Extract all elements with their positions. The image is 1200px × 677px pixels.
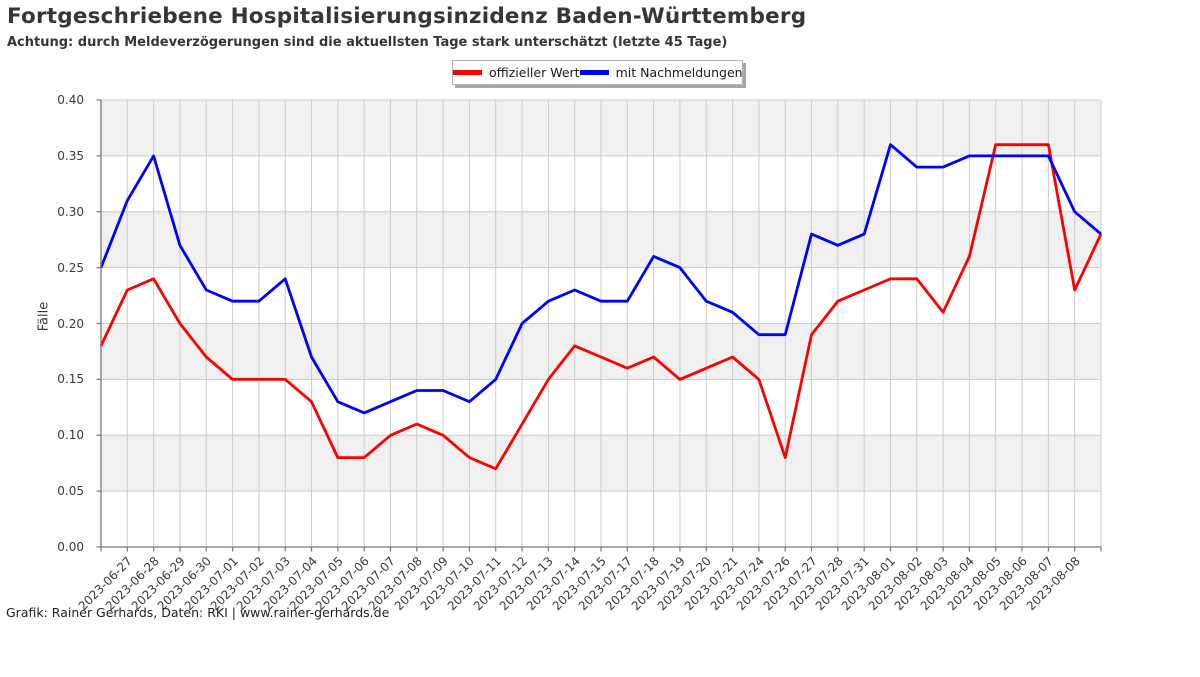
plot-canvas [96,99,1103,552]
legend-item-offizieller-wert: offizieller Wert [453,65,580,80]
series-line-official [99,143,1103,471]
series-line-nachmeldungen [99,143,1102,415]
y-tick-label: 0.15 [57,372,84,387]
y-tick-label: 0.35 [57,148,84,163]
legend-label-mit-nachmeldungen: mit Nachmeldungen [615,65,743,80]
credit-text: Grafik: Rainer Gerhards, Daten: RKI | ww… [6,605,390,620]
legend-item-mit-nachmeldungen: mit Nachmeldungen [579,65,743,80]
legend-blue-line-swatch [579,70,609,75]
legend-red-line-swatch [453,70,482,75]
y-tick-label: 0.40 [57,93,84,107]
legend: offizieller Wert mit Nachmeldungen [452,60,743,85]
y-tick-label: 0.05 [57,484,84,499]
y-axis-title: Fälle [36,301,52,332]
page-title: Fortgeschriebene Hospitalisierungsinzide… [7,4,807,29]
line-chart: 0.00 0.05 0.10 0.15 0.20 0.25 0.30 0.35 0.40 2023… [36,93,1103,613]
y-tick-label: 0.30 [57,204,84,219]
page-subtitle: Achtung: durch Meldeverzögerungen sind d… [7,35,728,50]
y-tick-label: 0.20 [57,316,84,331]
legend-label-offizieller-wert: offizieller Wert [489,65,580,80]
y-tick-label: 0.00 [57,540,84,554]
y-tick-label: 0.10 [57,428,84,443]
y-tick-label: 0.25 [57,260,84,275]
